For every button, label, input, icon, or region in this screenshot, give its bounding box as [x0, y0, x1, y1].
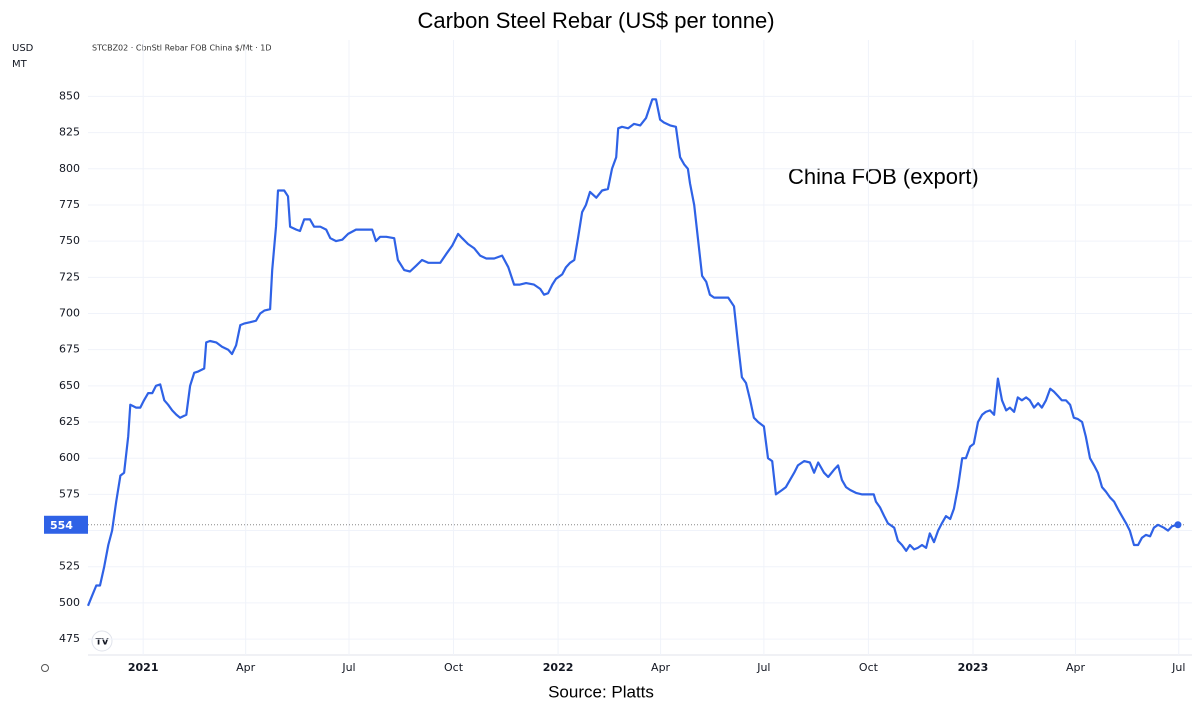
y-tick-label: 825	[59, 126, 80, 139]
x-tick-label: Jul	[1171, 661, 1185, 674]
y-tick-label: 675	[59, 343, 80, 356]
y-tick-label: 525	[59, 560, 80, 573]
y-tick-label: 850	[59, 89, 80, 102]
price-line	[86, 98, 1179, 607]
settings-icon[interactable]	[41, 664, 49, 672]
x-tick-label: Jul	[756, 661, 770, 674]
last-value-box	[44, 515, 88, 534]
y-tick-label: 725	[59, 270, 80, 283]
symbol-label: STCBZ02 · CbnStl Rebar FOB China $/Mt · …	[92, 44, 272, 53]
y-tick-label: 625	[59, 415, 80, 428]
x-tick-label: 2021	[128, 661, 159, 674]
unit-label: MT	[12, 59, 28, 70]
y-tick-label: 800	[59, 162, 80, 175]
x-tick-label: Oct	[859, 661, 879, 674]
last-point	[1174, 521, 1182, 529]
last-value-label: 554	[50, 519, 73, 532]
y-tick-label: 775	[59, 198, 80, 211]
chart-title: Carbon Steel Rebar (US$ per tonne)	[417, 8, 774, 33]
x-tick-label: Jul	[341, 661, 355, 674]
x-tick-label: Apr	[236, 661, 256, 674]
y-tick-label: 650	[59, 379, 80, 392]
tv-logo: TV	[91, 630, 113, 652]
x-tick-label: 2022	[543, 661, 574, 674]
unit-label: USD	[12, 43, 34, 54]
source: Source: Platts	[548, 682, 654, 701]
y-tick-label: 600	[59, 451, 80, 464]
x-tick-label: Apr	[651, 661, 671, 674]
svg-text:TV: TV	[95, 638, 108, 648]
y-tick-label: 475	[59, 632, 80, 645]
grid	[88, 40, 1192, 655]
x-tick-label: Apr	[1066, 661, 1086, 674]
y-tick-label: 700	[59, 306, 80, 319]
x-tick-label: Oct	[444, 661, 464, 674]
y-tick-label: 750	[59, 234, 80, 247]
y-tick-label: 575	[59, 487, 80, 500]
x-tick-label: 2023	[958, 661, 989, 674]
y-tick-label: 500	[59, 596, 80, 609]
annotation: China FOB (export)	[788, 164, 979, 189]
